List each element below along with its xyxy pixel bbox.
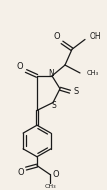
Text: CH₃: CH₃: [44, 184, 56, 189]
Text: N: N: [48, 69, 54, 78]
Text: CH₃: CH₃: [87, 70, 99, 76]
Text: O: O: [18, 168, 24, 177]
Text: O: O: [54, 32, 60, 41]
Text: O: O: [17, 62, 23, 70]
Text: OH: OH: [90, 32, 102, 41]
Text: O: O: [53, 170, 60, 179]
Text: S: S: [52, 101, 56, 110]
Text: S: S: [73, 87, 79, 96]
